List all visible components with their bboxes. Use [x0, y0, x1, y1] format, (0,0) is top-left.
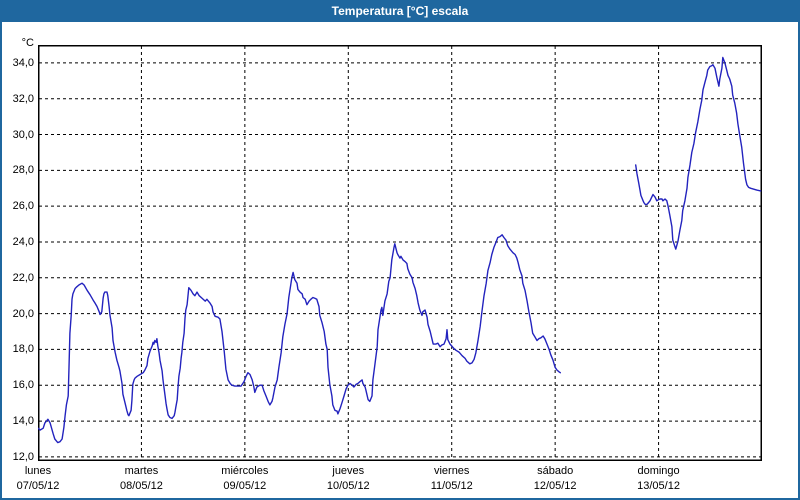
x-axis-day-label: jueves 10/05/12 — [288, 464, 408, 494]
x-axis-day-label: sábado 12/05/12 — [495, 464, 615, 494]
y-tick-label: 26,0 — [12, 200, 34, 213]
day-name: jueves — [332, 465, 365, 477]
day-date: 12/05/12 — [533, 480, 577, 492]
y-tick-label: 12,0 — [12, 450, 34, 463]
day-name: domingo — [637, 465, 680, 477]
day-date: 08/05/12 — [120, 480, 163, 492]
x-axis-day-label: miércoles 09/05/12 — [185, 464, 305, 494]
y-tick-label: 24,0 — [12, 235, 34, 248]
chart-plot — [38, 45, 762, 461]
y-axis-unit-label: °C — [21, 37, 34, 49]
y-tick-label: 18,0 — [12, 343, 34, 356]
day-date: 09/05/12 — [223, 480, 267, 492]
day-name: viernes — [433, 465, 470, 477]
day-name: martes — [124, 465, 159, 477]
day-date: 13/05/12 — [637, 480, 680, 492]
day-name: sábado — [537, 465, 574, 477]
day-name: lunes — [24, 465, 52, 477]
temperature-line — [635, 56, 762, 250]
y-tick-label: 32,0 — [12, 92, 34, 105]
day-date: 10/05/12 — [326, 480, 370, 492]
y-tick-label: 14,0 — [12, 415, 34, 428]
y-tick-label: 16,0 — [12, 379, 34, 392]
x-axis-day-label: viernes 11/05/12 — [392, 464, 512, 494]
y-tick-label: 22,0 — [12, 271, 34, 284]
y-tick-label: 34,0 — [12, 56, 34, 69]
x-axis-day-label: martes 08/05/12 — [81, 464, 201, 494]
y-tick-label: 20,0 — [12, 307, 34, 320]
window-title-bar: Temperatura [°C] escala — [0, 0, 800, 22]
plot-border — [38, 45, 762, 461]
y-tick-label: 28,0 — [12, 164, 34, 177]
window-title: Temperatura [°C] escala — [331, 4, 469, 18]
x-axis-day-label: domingo 13/05/12 — [599, 464, 719, 494]
temperature-line — [38, 234, 561, 444]
day-name: miércoles — [221, 465, 269, 477]
day-date: 11/05/12 — [430, 480, 473, 492]
day-date: 07/05/12 — [16, 480, 60, 492]
x-axis-day-label: lunes 07/05/12 — [0, 464, 98, 494]
y-tick-label: 30,0 — [12, 128, 34, 141]
